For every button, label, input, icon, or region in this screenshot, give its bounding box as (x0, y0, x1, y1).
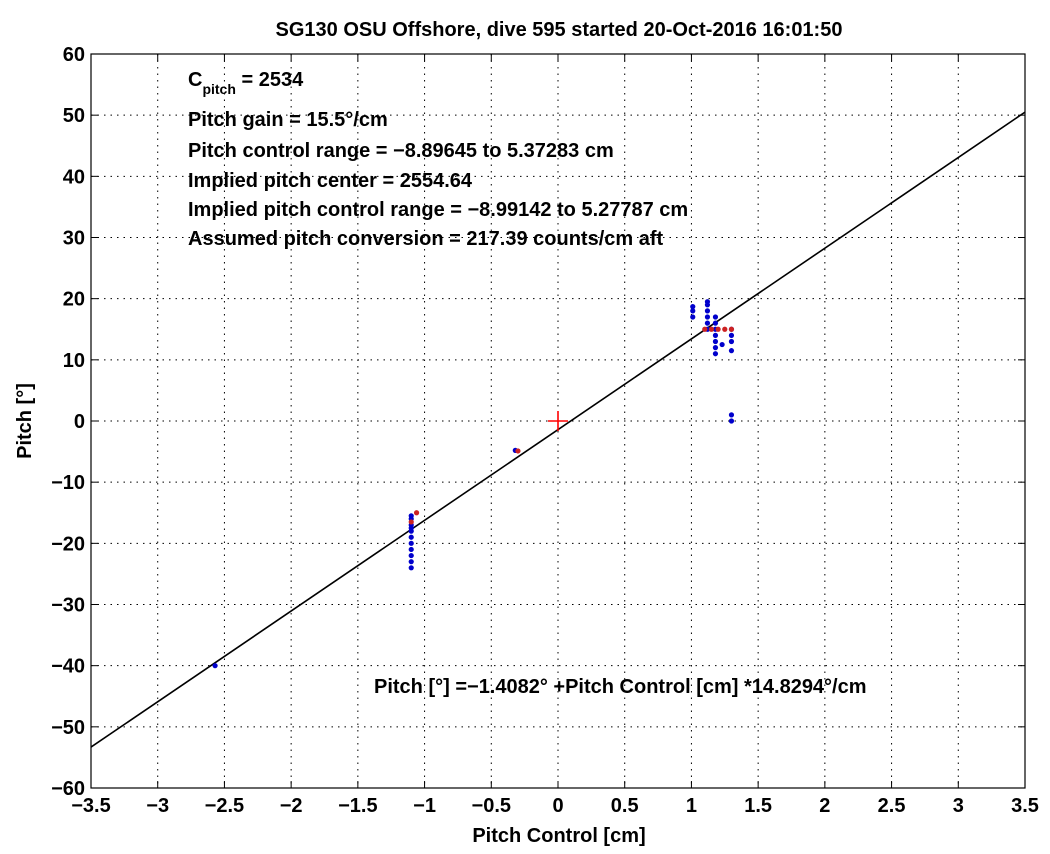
fit-point (702, 326, 708, 332)
annotation-cpitch-symbol: C (188, 69, 202, 91)
x-tick-label: 2 (819, 795, 830, 817)
data-point (690, 304, 696, 310)
data-point (712, 332, 719, 338)
x-tick-label: 0.5 (611, 795, 639, 817)
data-point (408, 552, 414, 559)
data-point (408, 546, 414, 553)
x-tick-label: 1.5 (744, 795, 772, 817)
annotation-cpitch-value: = 2534 (236, 69, 304, 91)
y-tick-label: 20 (63, 289, 85, 311)
x-tick-label: 3.5 (1011, 795, 1039, 817)
y-tick-label: −20 (51, 533, 85, 555)
annotation-implied-range: Implied pitch control range = −8.99142 t… (188, 199, 688, 221)
annotation-cpitch: Cpitch = 2534 (188, 69, 304, 97)
annotation-block: Cpitch = 2534 Pitch gain = 15.5°/cm Pitc… (188, 69, 688, 250)
y-tick-label: 10 (63, 350, 85, 372)
data-point (408, 513, 414, 519)
data-point (408, 559, 414, 565)
data-point (719, 341, 725, 348)
data-point (712, 314, 719, 320)
data-point (690, 308, 696, 314)
x-tick-label: −1.5 (338, 795, 377, 817)
chart-title: SG130 OSU Offshore, dive 595 started 20-… (276, 19, 843, 41)
x-tick-label: 3 (953, 795, 964, 817)
y-tick-label: 0 (74, 411, 85, 433)
annotation-gain: Pitch gain = 15.5°/cm (188, 109, 388, 131)
y-axis-label: Pitch [°] (14, 383, 36, 459)
data-point (690, 314, 696, 320)
annotation-cpitch-subscript: pitch (202, 81, 235, 97)
fit-point (708, 326, 715, 332)
x-tick-label: −3 (146, 795, 169, 817)
data-point (728, 348, 735, 354)
fit-point (715, 326, 721, 332)
fit-point (413, 510, 420, 516)
y-tick-label: −50 (51, 717, 85, 739)
data-point (704, 314, 711, 320)
y-tick-label: −40 (51, 656, 85, 678)
data-point (728, 338, 735, 345)
x-tick-label: −2.5 (205, 795, 244, 817)
y-tick-label: 60 (63, 44, 85, 66)
x-tick-label: −0.5 (472, 795, 511, 817)
data-point (728, 418, 735, 424)
x-tick-label: −3.5 (71, 795, 110, 817)
data-point (704, 299, 711, 305)
fit-point (722, 326, 728, 332)
x-tick-label: 0 (552, 795, 563, 817)
fit-point (408, 519, 414, 525)
annotation-conversion: Assumed pitch conversion = 217.39 counts… (188, 228, 663, 250)
data-point (712, 338, 719, 345)
y-tick-label: 30 (63, 228, 85, 250)
x-axis-label: Pitch Control [cm] (472, 825, 645, 847)
data-point (408, 565, 414, 571)
data-point (728, 412, 735, 418)
data-point (704, 320, 711, 326)
y-tick-label: −10 (51, 472, 85, 494)
data-point (712, 351, 719, 357)
data-point (408, 525, 414, 531)
y-tick-label: 50 (63, 105, 85, 127)
data-point (712, 320, 719, 326)
data-point (728, 332, 735, 338)
data-point (712, 345, 719, 351)
x-tick-label: 2.5 (878, 795, 906, 817)
data-point (408, 534, 414, 540)
annotation-control-range: Pitch control range = −8.89645 to 5.3728… (188, 140, 614, 162)
y-tick-label: −30 (51, 595, 85, 617)
fit-point (515, 448, 521, 454)
fit-equation: Pitch [°] =−1.4082° +Pitch Control [cm] … (374, 676, 867, 698)
data-point (408, 540, 414, 546)
annotation-center: Implied pitch center = 2554.64 (188, 170, 473, 192)
x-tick-label: −1 (413, 795, 436, 817)
data-point (704, 308, 711, 314)
y-tick-label: −60 (51, 778, 85, 800)
y-tick-label: 40 (63, 166, 85, 188)
data-point (212, 663, 218, 669)
fit-point (728, 326, 735, 332)
x-tick-label: −2 (280, 795, 303, 817)
x-tick-label: 1 (686, 795, 697, 817)
